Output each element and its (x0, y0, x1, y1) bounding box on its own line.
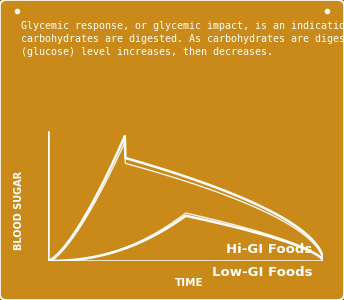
Text: Glycemic response, or glycemic impact, is an indication of how rapidly
carbohydr: Glycemic response, or glycemic impact, i… (21, 21, 344, 57)
Text: Hi-GI Foods: Hi-GI Foods (226, 243, 312, 256)
Text: BLOOD SUGAR: BLOOD SUGAR (14, 170, 24, 250)
Text: Low-GI Foods: Low-GI Foods (212, 266, 312, 279)
Text: TIME: TIME (175, 278, 204, 289)
